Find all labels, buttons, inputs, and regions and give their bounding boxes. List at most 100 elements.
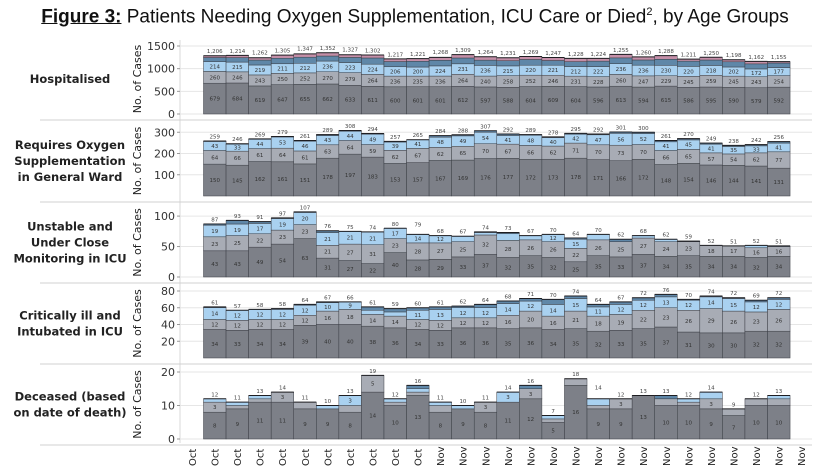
bar-segment-age-group-4 — [225, 57, 249, 63]
bar-segment-age-group-3 — [496, 233, 520, 241]
bar-total-label: 52 — [753, 239, 760, 245]
segment-label: 230 — [661, 69, 672, 75]
segment-label: 594 — [638, 99, 649, 105]
segment-label: 18 — [595, 322, 602, 328]
bar-segment-age-group-2 — [406, 391, 430, 396]
bar-total-label: 1,255 — [613, 48, 629, 54]
bar-total-label: 60 — [414, 301, 421, 307]
bar-segment-age-group-4 — [338, 57, 362, 63]
segment-label: 260 — [210, 75, 221, 81]
figure-title: Figure 3: Patients Needing Oxygen Supple… — [0, 6, 830, 28]
panel-5: 0 10 20 No. of Cases Deceased (based on date … — [13, 366, 812, 446]
bar-total-label: 1,347 — [297, 46, 313, 52]
bar-stack: 162 61 44 269 — [248, 132, 272, 197]
segment-label: 211 — [277, 67, 288, 73]
x-tick-label: Nov — [436, 446, 447, 466]
panel-label-line: Monitoring in ICU — [13, 252, 126, 266]
segment-label: 220 — [525, 68, 536, 74]
bar-stack: 8 3 11 — [473, 396, 498, 440]
bar-stack: 11 13 — [248, 389, 272, 440]
segment-label: 9 — [709, 422, 713, 428]
segment-label: 31 — [324, 266, 331, 272]
segment-label: 35 — [595, 264, 602, 270]
bar-segment-age-group-4 — [541, 60, 565, 66]
segment-label: 47 — [595, 138, 602, 144]
bar-segment-age-group-4 — [383, 308, 407, 313]
segment-label: 71 — [572, 149, 579, 155]
segment-label: 34 — [414, 342, 421, 348]
bar-total-label: 300 — [638, 126, 649, 132]
segment-label: 250 — [277, 77, 288, 83]
bar-stack: 35 26 67 — [519, 229, 543, 278]
segment-label: 8 — [484, 424, 488, 430]
bar-stack: 619 243 219 1,262 — [248, 50, 272, 115]
segment-label: 62 — [550, 151, 557, 157]
segment-label: 679 — [210, 97, 221, 103]
segment-label: 20 — [527, 317, 534, 323]
bar-stack: 37 32 74 — [473, 225, 498, 278]
segment-label: 579 — [751, 99, 762, 105]
bar-total-label: 269 — [255, 132, 266, 138]
segment-label: 131 — [774, 180, 785, 186]
y-tick-label: 80 — [161, 285, 175, 298]
bar-total-label: 292 — [593, 127, 604, 133]
y-axis-label: No. of Cases — [131, 126, 144, 195]
bar-stack: 141 62 33 242 — [744, 138, 768, 197]
segment-label: 12 — [437, 237, 444, 243]
segment-label: 10 — [753, 420, 760, 426]
bar-segment-age-group-4 — [677, 60, 701, 67]
segment-label: 56 — [617, 137, 624, 143]
segment-label: 20 — [302, 217, 309, 223]
segment-label: 23 — [392, 244, 399, 250]
bar-segment-age-group-2 — [248, 398, 272, 403]
bar-segment-age-group-3 — [451, 235, 475, 242]
bar-segment-age-group-3 — [361, 310, 385, 315]
segment-label: 70 — [482, 149, 489, 155]
bar-stack: 32 28 73 — [496, 226, 520, 278]
bar-total-label: 1,309 — [455, 48, 471, 54]
segment-label: 12 — [302, 318, 309, 324]
segment-label: 31 — [685, 343, 692, 349]
segment-label: 35 — [730, 148, 737, 154]
segment-label: 655 — [300, 97, 311, 103]
bar-segment-age-group-3 — [383, 398, 407, 403]
bar-stack: 679 260 214 1,206 — [203, 49, 227, 115]
bar-stack: 22 31 21 74 — [361, 225, 385, 278]
segment-label: 595 — [706, 99, 717, 105]
segment-label: 22 — [256, 238, 263, 244]
segment-label: 41 — [775, 145, 782, 151]
segment-label: 35 — [685, 264, 692, 270]
segment-label: 212 — [570, 69, 581, 75]
segment-label: 588 — [503, 99, 514, 105]
bar-total-label: 58 — [279, 302, 286, 308]
segment-label: 258 — [503, 79, 514, 85]
segment-label: 592 — [774, 99, 785, 105]
bar-total-label: 107 — [300, 205, 311, 211]
segment-label: 67 — [414, 154, 421, 160]
bar-total-label: 12 — [392, 392, 399, 398]
bar-segment-age-group-3 — [203, 398, 227, 403]
y-tick-label: 300 — [154, 126, 175, 139]
bar-total-label: 67 — [324, 295, 331, 301]
bar-total-label: 10 — [459, 399, 466, 405]
bar-stack: 197 64 44 308 — [338, 124, 362, 197]
segment-label: 212 — [300, 66, 311, 72]
segment-label: 12 — [459, 321, 466, 327]
segment-label: 49 — [256, 260, 263, 266]
x-tick-label: Nov — [504, 446, 515, 466]
segment-label: 154 — [683, 178, 694, 184]
segment-label: 9 — [619, 422, 623, 428]
bar-stack: 27 27 21 75 — [338, 225, 362, 278]
segment-label: 33 — [234, 146, 241, 152]
bar-total-label: 61 — [369, 300, 376, 306]
segment-label: 9 — [348, 304, 352, 310]
bar-total-label: 13 — [775, 389, 782, 395]
x-tick-label: Nov — [594, 446, 605, 466]
bar-total-label: 72 — [640, 291, 647, 297]
segment-label: 39 — [302, 340, 309, 346]
y-tick-label: 10 — [161, 400, 175, 413]
segment-label: 42 — [572, 137, 579, 143]
segment-label: 246 — [232, 75, 243, 81]
footnote-marker: 2 — [646, 6, 653, 18]
bar-stack: 30 26 15 72 — [722, 291, 746, 359]
